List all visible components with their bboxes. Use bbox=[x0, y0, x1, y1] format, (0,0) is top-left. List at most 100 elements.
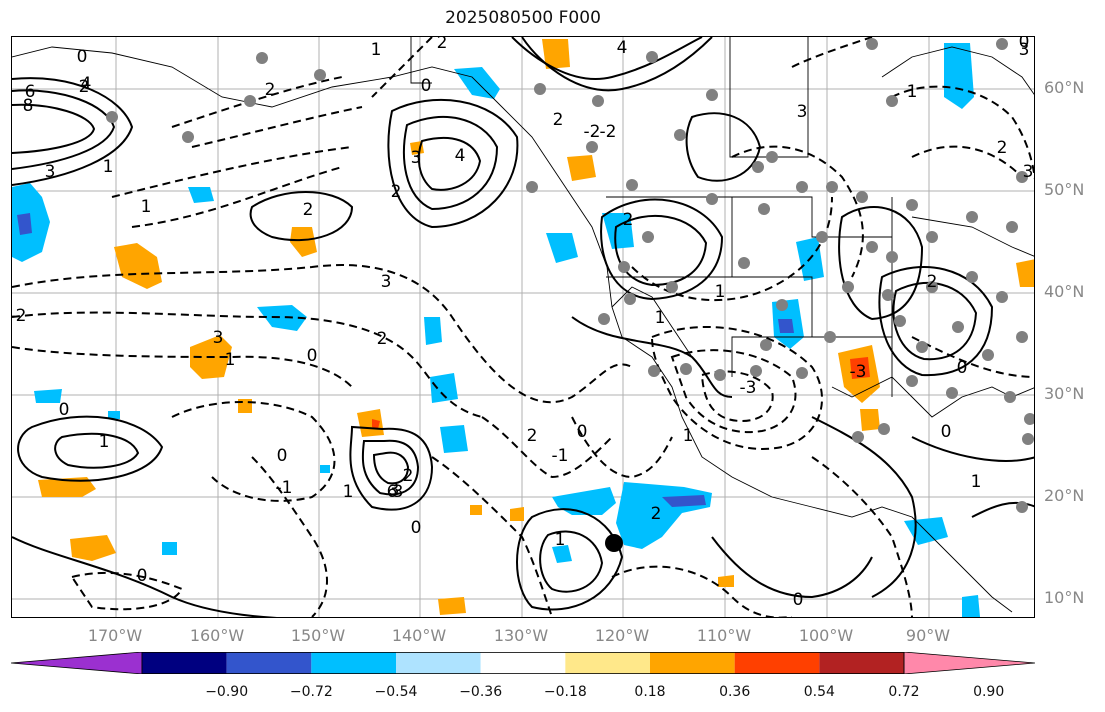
map-canvas: 0 2 4 6 8 3 1 1 2 1 2 3 0 2 4 3 2 3 1 0 … bbox=[12, 37, 1034, 617]
contour-label: 8 bbox=[23, 96, 34, 116]
contour-label: 1 bbox=[655, 308, 666, 328]
contour-label: 0 bbox=[59, 400, 70, 420]
contour-label: -2 bbox=[584, 122, 601, 142]
contour-label: 1 bbox=[141, 197, 152, 217]
contour-label: 2 bbox=[303, 200, 314, 220]
colorbar-extend-low bbox=[11, 652, 143, 674]
contour-label: 0 bbox=[277, 446, 288, 466]
contour-label: 2 bbox=[437, 37, 448, 53]
contour-label: 3 bbox=[797, 102, 808, 122]
contour-label: 4 bbox=[455, 146, 466, 166]
lon-label-150w: 150°W bbox=[290, 626, 346, 645]
colorbar-segments bbox=[11, 652, 1035, 674]
colorbar-segment bbox=[734, 652, 820, 674]
colorbar-tick-label: −0.54 bbox=[374, 684, 418, 700]
contour-label: 4 bbox=[617, 38, 628, 58]
lon-label-100w: 100°W bbox=[798, 626, 854, 645]
contour-label-group: 0 2 4 6 8 3 1 1 2 1 2 3 0 2 4 3 2 3 1 0 … bbox=[12, 37, 1033, 610]
contour-label: 1 bbox=[907, 82, 918, 102]
map-title: 2025080500 F000 bbox=[445, 8, 601, 28]
contour-label: 2 bbox=[527, 426, 538, 446]
lon-label-130w: 130°W bbox=[493, 626, 549, 645]
lat-label-40n: 40°N bbox=[1044, 282, 1085, 301]
station-dots bbox=[106, 38, 1034, 513]
colorbar-tick-label: −0.36 bbox=[459, 684, 503, 700]
contour-label: 1 bbox=[371, 40, 382, 60]
contour-label: 2 bbox=[79, 77, 90, 97]
colorbar-segment bbox=[819, 652, 904, 674]
colorbar-segment bbox=[396, 652, 481, 674]
contour-label: 0 bbox=[577, 422, 588, 442]
colorbar-segment bbox=[226, 652, 312, 674]
contour-label: 2 bbox=[651, 504, 662, 524]
colorbar-tick-label: −0.90 bbox=[205, 684, 249, 700]
contour-label: -2 bbox=[12, 306, 26, 326]
contour-label: -3 bbox=[850, 362, 867, 382]
contour-label: 3 bbox=[389, 480, 400, 500]
contour-label: 3 bbox=[213, 328, 224, 348]
lon-label-170w: 170°W bbox=[87, 626, 143, 645]
contour-label: 2 bbox=[927, 272, 938, 292]
colorbar-segment bbox=[565, 652, 650, 674]
contour-label: 2 bbox=[997, 138, 1008, 158]
contour-label: 1 bbox=[103, 157, 114, 177]
lat-label-30n: 30°N bbox=[1044, 384, 1085, 403]
contour-label: 0 bbox=[957, 358, 968, 378]
contour-label: 1 bbox=[555, 530, 566, 550]
colorbar-segment bbox=[311, 652, 396, 674]
colorbar-tick-label: 0.54 bbox=[803, 684, 835, 700]
contour-label: 1 bbox=[715, 282, 726, 302]
contour-label: 0 bbox=[941, 422, 952, 442]
lon-label-110w: 110°W bbox=[696, 626, 752, 645]
contour-label: 0 bbox=[421, 76, 432, 96]
contour-label: 2 bbox=[265, 80, 276, 100]
contour-label: -1 bbox=[552, 446, 569, 466]
contour-label: 0 bbox=[793, 590, 804, 610]
contour-label: 3 bbox=[411, 148, 422, 168]
contour-label: -1 bbox=[276, 478, 293, 498]
contour-label: 2 bbox=[553, 110, 564, 130]
contour-label: 0 bbox=[77, 47, 88, 67]
lon-label-120w: 120°W bbox=[594, 626, 650, 645]
contour-label: 0 bbox=[1019, 37, 1030, 52]
contour-label: -3 bbox=[740, 378, 757, 398]
contour-label: 6 bbox=[387, 482, 398, 502]
contour-label: 2 bbox=[403, 466, 414, 486]
colorbar-segment bbox=[650, 652, 735, 674]
colorbar-tick-label: 0.90 bbox=[973, 684, 1005, 700]
contour-label: 3 bbox=[381, 272, 392, 292]
colorbar-tick-label: 0.72 bbox=[888, 684, 920, 700]
contour-label: 0 bbox=[411, 518, 422, 538]
lon-label-140w: 140°W bbox=[391, 626, 447, 645]
contour-label: 0 bbox=[307, 346, 318, 366]
contour-label: -2 bbox=[600, 122, 617, 142]
colorbar-tick-label: 0.36 bbox=[719, 684, 751, 700]
colorbar-extend-high bbox=[903, 652, 1035, 674]
lat-label-50n: 50°N bbox=[1044, 180, 1085, 199]
contour-label: 1 bbox=[971, 472, 982, 492]
storm-marker bbox=[605, 534, 623, 552]
contour-label: 0 bbox=[137, 566, 148, 586]
lat-label-10n: 10°N bbox=[1044, 588, 1085, 607]
graticule bbox=[12, 37, 1034, 617]
colorbar-tick-label: −0.18 bbox=[543, 684, 587, 700]
dashed-contours bbox=[12, 37, 1034, 617]
colorbar-tick-label: 0.18 bbox=[634, 684, 666, 700]
colorbar-outline bbox=[141, 652, 905, 674]
contour-label: 3 bbox=[1019, 40, 1030, 60]
contour-label: 1 bbox=[343, 482, 354, 502]
lat-label-20n: 20°N bbox=[1044, 486, 1085, 505]
lat-label-60n: 60°N bbox=[1044, 78, 1085, 97]
contour-label: 3 bbox=[393, 482, 404, 502]
contour-label: 3 bbox=[45, 162, 56, 182]
colorbar-tick-label: −0.72 bbox=[289, 684, 333, 700]
lon-label-160w: 160°W bbox=[189, 626, 245, 645]
colorbar-segment bbox=[142, 652, 227, 674]
contour-label: 2 bbox=[391, 182, 402, 202]
contour-label: 1 bbox=[683, 426, 694, 446]
solid-contours bbox=[12, 37, 1034, 617]
colorbar-segment bbox=[480, 652, 566, 674]
contour-label: 2 bbox=[377, 329, 388, 349]
map-panel[interactable]: 0 2 4 6 8 3 1 1 2 1 2 3 0 2 4 3 2 3 1 0 … bbox=[11, 36, 1035, 618]
colorbar bbox=[11, 652, 1035, 674]
